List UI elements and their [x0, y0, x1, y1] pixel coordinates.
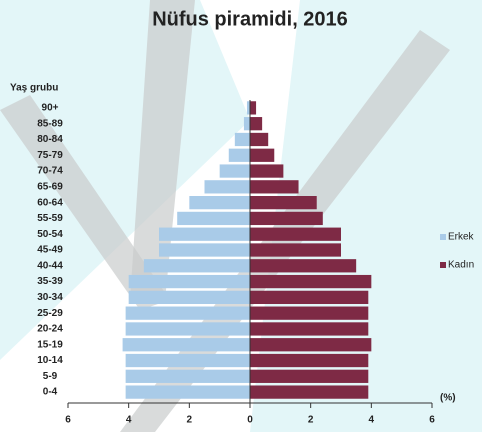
y-tick-label: 75-79 [37, 150, 63, 161]
bar [128, 290, 250, 304]
legend-label: Kadın [448, 260, 474, 271]
bar [250, 148, 275, 162]
y-tick-label: 5-9 [43, 371, 58, 382]
bar [250, 259, 357, 273]
y-tick-label: 45-49 [37, 245, 63, 256]
bar [246, 101, 250, 115]
y-tick-label: 35-39 [37, 276, 63, 287]
bar [125, 322, 250, 336]
bar [125, 385, 250, 399]
bar [204, 180, 250, 194]
decor-stripe [0, 95, 170, 310]
x-tick-label: 6 [429, 415, 435, 426]
y-axis-label: Yaş grubu [10, 83, 58, 94]
bar [250, 306, 369, 320]
bar [243, 117, 250, 131]
decor [0, 0, 250, 360]
y-tick-label: 40-44 [37, 260, 63, 271]
bar [234, 132, 250, 147]
y-tick-label: 70-74 [37, 166, 63, 177]
y-tick-label: 65-69 [37, 181, 63, 192]
bar [177, 211, 250, 226]
x-tick-label: 4 [369, 415, 375, 426]
legend-swatch [440, 234, 446, 240]
bar [125, 353, 250, 368]
x-tick-label: 6 [65, 415, 71, 426]
y-tick-label: 20-24 [37, 324, 63, 335]
x-tick-label: 0 [247, 415, 253, 426]
decor-stripe [130, 0, 195, 300]
y-tick-label: 60-64 [37, 197, 63, 208]
bar [250, 196, 317, 210]
bar [250, 164, 284, 178]
bar [125, 369, 250, 383]
bar [250, 385, 369, 399]
bar [250, 369, 369, 383]
x-tick-label: 2 [187, 415, 193, 426]
bar [250, 117, 263, 131]
chart-title: Nüfus piramidi, 2016 [152, 8, 348, 30]
bar [250, 132, 269, 147]
y-tick-label: 55-59 [37, 213, 63, 224]
bar [128, 274, 250, 289]
bar [250, 322, 369, 336]
y-tick-label: 15-19 [37, 339, 63, 350]
y-tick-label: 85-89 [37, 118, 63, 129]
bar [250, 274, 372, 289]
bar [250, 211, 323, 226]
x-tick-label: 2 [308, 415, 314, 426]
y-tick-label: 0-4 [43, 387, 58, 398]
y-tick-label: 90+ [42, 103, 59, 114]
bar [125, 306, 250, 320]
y-tick-label: 50-54 [37, 229, 63, 240]
bar [143, 259, 250, 273]
bar [250, 353, 369, 368]
x-tick-label: 4 [126, 415, 132, 426]
bar [250, 290, 369, 304]
bar [228, 148, 250, 162]
bar [250, 227, 341, 241]
bar [250, 180, 299, 194]
y-tick-label: 10-14 [37, 355, 63, 366]
y-tick-label: 30-34 [37, 292, 63, 303]
y-tick-label: 25-29 [37, 308, 63, 319]
bar [250, 101, 257, 115]
x-axis-label: (%) [440, 393, 456, 404]
bar [159, 243, 250, 257]
legend-swatch [440, 262, 446, 268]
y-tick-label: 80-84 [37, 134, 63, 145]
bar [159, 227, 250, 241]
bar [122, 338, 250, 352]
legend-label: Erkek [448, 232, 475, 243]
bar [250, 243, 341, 257]
bar [189, 196, 250, 210]
bar [219, 164, 250, 178]
bar [250, 338, 372, 352]
